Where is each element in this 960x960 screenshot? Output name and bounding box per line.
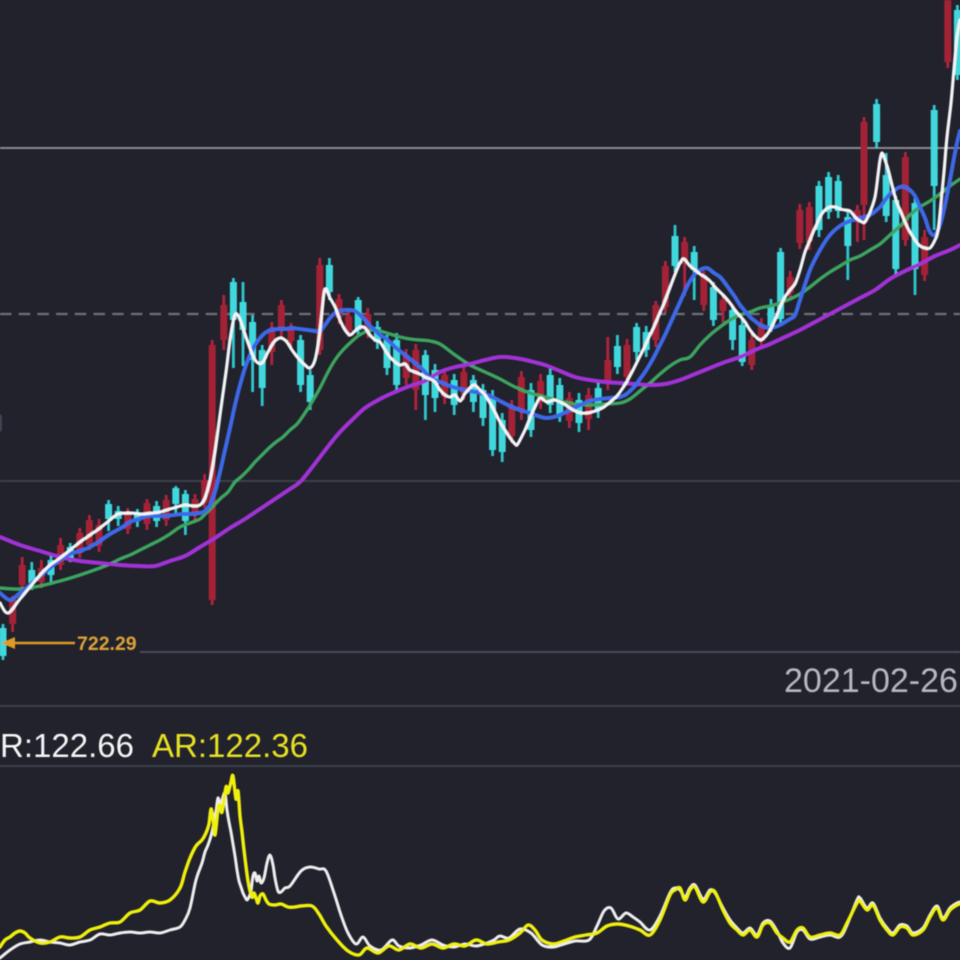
svg-text:722.29: 722.29 <box>77 633 137 655</box>
svg-text:AR:122.36: AR:122.36 <box>152 727 308 764</box>
svg-text:BR:122.66: BR:122.66 <box>0 727 134 764</box>
svg-text:2021-02-26: 2021-02-26 <box>784 662 958 700</box>
